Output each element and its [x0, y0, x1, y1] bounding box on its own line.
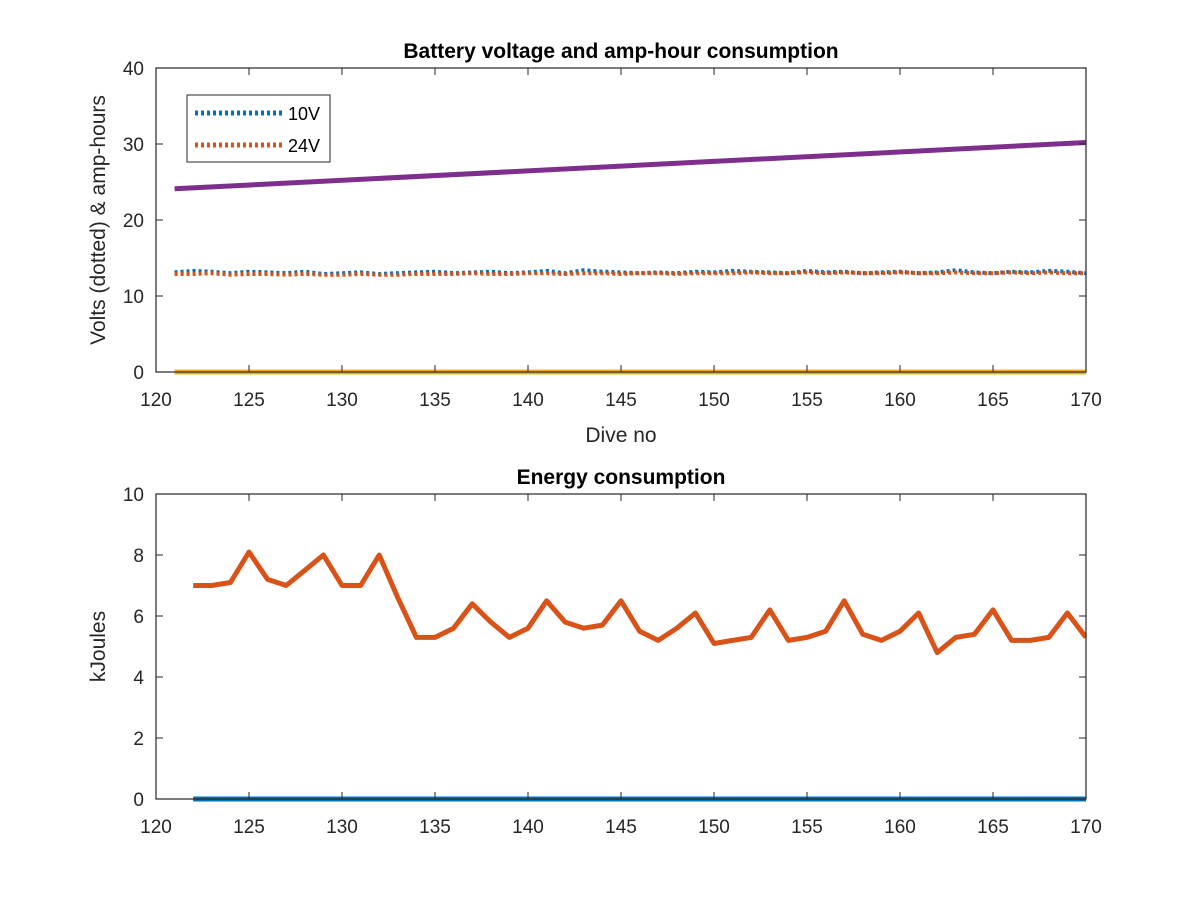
y-tick-label: 4	[133, 668, 144, 689]
x-tick-label: 150	[698, 390, 730, 411]
x-tick-label: 155	[791, 817, 823, 838]
x-tick-label: 165	[977, 817, 1009, 838]
x-tick-label: 165	[977, 390, 1009, 411]
y-tick-label: 8	[133, 546, 144, 567]
x-tick-label: 170	[1070, 390, 1102, 411]
y-tick-label: 0	[133, 790, 144, 811]
x-tick-label: 170	[1070, 817, 1102, 838]
x-tick-label: 140	[512, 390, 544, 411]
x-tick-label: 120	[140, 817, 172, 838]
y-tick-label: 6	[133, 607, 144, 628]
x-tick-label: 145	[605, 817, 637, 838]
y-tick-label: 30	[123, 135, 144, 156]
energy-axis-ticks: 120 125 130 135 140 145 150 155 160 165 170 0 2 4 6 8 10	[123, 485, 1102, 838]
x-tick-label: 160	[884, 817, 916, 838]
x-tick-label: 135	[419, 390, 451, 411]
x-tick-label: 160	[884, 390, 916, 411]
y-tick-label: 10	[123, 485, 144, 506]
series-line-series-1	[193, 549, 1086, 656]
voltage-subplot: 120 125 130 135 140 145 150 155 160 165 170 0 10 20 30…	[87, 40, 1102, 447]
energy-chart-title: Energy consumption	[517, 466, 726, 489]
legend-label-10v: 10V	[288, 104, 320, 124]
x-tick-label: 135	[419, 817, 451, 838]
energy-subplot: 120 125 130 135 140 145 150 155 160 165 170 0 2 4 6 8 10…	[87, 466, 1102, 838]
voltage-x-axis-label: Dive no	[585, 424, 656, 447]
voltage-axis-ticks: 120 125 130 135 140 145 150 155 160 165 170 0 10 20 30…	[123, 59, 1102, 411]
y-tick-label: 0	[133, 363, 144, 384]
energy-y-axis-label: kJoules	[87, 611, 110, 682]
series-line-24v	[174, 270, 1086, 277]
y-tick-label: 40	[123, 59, 144, 80]
x-tick-label: 155	[791, 390, 823, 411]
series-line-series-3	[174, 140, 1086, 192]
x-tick-label: 125	[233, 817, 265, 838]
y-tick-label: 20	[123, 211, 144, 232]
x-tick-label: 130	[326, 390, 358, 411]
x-tick-label: 140	[512, 817, 544, 838]
legend-box	[186, 94, 331, 163]
x-tick-label: 125	[233, 390, 265, 411]
y-tick-label: 2	[133, 729, 144, 750]
x-tick-label: 150	[698, 817, 730, 838]
voltage-chart-title: Battery voltage and amp-hour consumption	[403, 40, 838, 63]
x-tick-label: 120	[140, 390, 172, 411]
x-tick-label: 130	[326, 817, 358, 838]
legend-label-24v: 24V	[288, 136, 320, 156]
x-tick-label: 145	[605, 390, 637, 411]
voltage-y-axis-label: Volts (dotted) & amp-hours	[87, 95, 110, 345]
voltage-legend: 10V 24V	[186, 94, 331, 163]
y-tick-label: 10	[123, 287, 144, 308]
